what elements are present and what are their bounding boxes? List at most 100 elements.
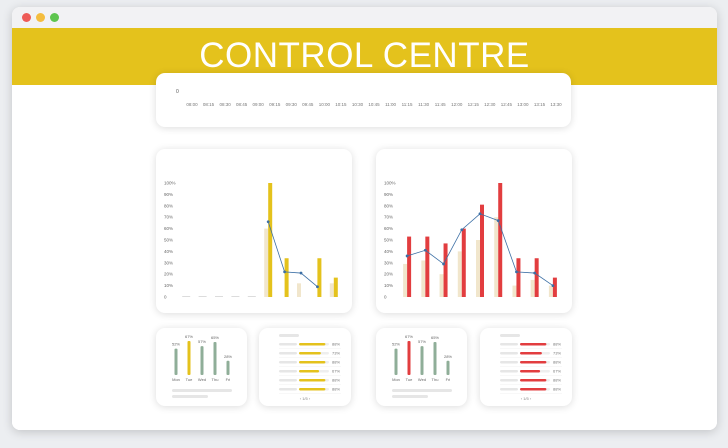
empty-bar <box>247 296 256 297</box>
pager: ‹ 1/5 › <box>300 396 311 401</box>
y-tick-label: 30% <box>164 260 173 265</box>
week-bar-label: 28% <box>224 354 232 359</box>
y-tick-label: 0 <box>164 295 167 300</box>
week-bar-label: 65% <box>211 335 219 340</box>
yellow-bar <box>317 258 322 297</box>
y-tick-label: 60% <box>164 226 173 231</box>
minimize-window-button[interactable] <box>36 13 45 22</box>
red-weekly-chart: 52% Mon 67% Tue 57% Wed 65% Thu 28% Fri <box>392 334 452 398</box>
pale-bar <box>439 274 444 297</box>
pale-bar <box>476 240 480 297</box>
week-bar <box>226 360 230 375</box>
y-tick-label: 10% <box>384 283 393 288</box>
week-bar <box>433 342 437 375</box>
red-bar <box>425 236 430 297</box>
timeline-tick-label: 08:15 <box>203 102 215 107</box>
week-day-label: Wed <box>418 377 426 382</box>
week-day-label: Mon <box>172 377 180 382</box>
pale-bar <box>329 283 334 297</box>
week-bar <box>174 348 178 375</box>
y-tick-label: 20% <box>384 272 393 277</box>
progress-value: 73% <box>332 351 340 356</box>
y-tick-label: 90% <box>384 192 393 197</box>
yellow-progress-list: 88% 73% 88% 67% 88% 88% ‹ 1/5 › <box>279 334 341 401</box>
timeline-tick-label: 12:30 <box>484 102 496 107</box>
trend-line <box>267 221 318 288</box>
timeline-tick-label: 10:30 <box>352 102 364 107</box>
timeline-tick-label: 09:30 <box>286 102 298 107</box>
timeline-tick-label: 13:00 <box>517 102 529 107</box>
row-label-placeholder <box>500 352 518 355</box>
empty-bar <box>198 296 207 297</box>
row-label-placeholder <box>279 388 297 391</box>
timeline-tick-label: 08:00 <box>186 102 198 107</box>
y-tick-label: 80% <box>164 203 173 208</box>
y-tick-label: 60% <box>384 226 393 231</box>
pale-bar <box>512 285 517 297</box>
y-tick-label: 40% <box>384 249 393 254</box>
y-tick-label: 70% <box>384 215 393 220</box>
timeline-tick-label: 09:45 <box>302 102 314 107</box>
week-day-label: Tue <box>406 377 414 382</box>
yellow-bar <box>284 258 289 297</box>
red-bar-line-chart: 100% 90% 80% 70% 60% 50% 40% 30% 20% 10% 0 <box>384 181 557 300</box>
week-bar-label: 57% <box>418 339 426 344</box>
week-bar <box>394 348 398 375</box>
pale-bar <box>421 260 426 297</box>
row-label-placeholder <box>500 388 518 391</box>
timeline-tick-label: 10:00 <box>319 102 331 107</box>
placeholder-line <box>392 389 452 392</box>
timeline-card: 0 08:00 08:15 08:30 08:45 09:00 09:15 09:30 09:4… <box>156 73 571 127</box>
red-progress-card: 88% 73% 88% 67% 88% 88% ‹ 1/5 › <box>480 328 572 406</box>
timeline-tick-label: 08:30 <box>219 102 231 107</box>
timeline-tick-label: 11:45 <box>435 102 446 107</box>
timeline-tick-label: 13:15 <box>534 102 546 107</box>
row-label-placeholder <box>500 343 518 346</box>
week-bar <box>407 341 411 375</box>
progress-fill <box>520 361 547 364</box>
week-bar-label: 52% <box>392 342 400 347</box>
timeline-y-tick: 0 <box>176 89 179 95</box>
title-bar <box>12 7 717 28</box>
timeline-tick-label: 12:15 <box>468 102 480 107</box>
pale-bar <box>494 217 499 297</box>
row-label-placeholder <box>500 370 518 373</box>
week-bar <box>446 360 450 375</box>
week-bar-label: 67% <box>185 334 193 339</box>
pager: ‹ 1/5 › <box>521 396 532 401</box>
timeline-tick-label: 11:00 <box>385 102 396 107</box>
week-day-label: Fri <box>226 377 231 382</box>
trend-point <box>460 228 464 232</box>
progress-fill <box>299 379 326 382</box>
yellow-bar-line-chart: 100% 90% 80% 70% 60% 50% 40% 30% 20% 10% 0 <box>164 181 338 300</box>
empty-bar <box>215 296 223 297</box>
progress-fill <box>520 343 547 346</box>
red-bar <box>407 236 412 297</box>
placeholder-line <box>392 395 428 398</box>
y-tick-label: 20% <box>164 272 173 277</box>
trend-point <box>496 219 500 223</box>
maximize-window-button[interactable] <box>50 13 59 22</box>
row-label-placeholder <box>279 361 297 364</box>
row-label-placeholder <box>500 379 518 382</box>
week-bar-label: 57% <box>198 339 206 344</box>
close-window-button[interactable] <box>22 13 31 22</box>
y-tick-label: 10% <box>164 283 173 288</box>
timeline-tick-label: 09:15 <box>269 102 281 107</box>
trend-point <box>515 270 518 274</box>
progress-fill <box>520 388 547 391</box>
week-bar-label: 65% <box>431 335 439 340</box>
timeline-tick-label: 10:45 <box>368 102 380 107</box>
progress-fill <box>299 352 321 355</box>
progress-value: 88% <box>332 342 340 347</box>
yellow-bar <box>268 183 273 297</box>
trend-point <box>533 271 537 275</box>
trend-point <box>299 271 303 275</box>
y-tick-label: 50% <box>384 238 393 243</box>
week-day-label: Thu <box>432 377 439 382</box>
pale-bar <box>530 279 535 297</box>
progress-value: 88% <box>332 360 340 365</box>
pale-bar <box>548 285 553 297</box>
yellow-bar <box>333 277 338 297</box>
week-bar-label: 28% <box>444 354 452 359</box>
